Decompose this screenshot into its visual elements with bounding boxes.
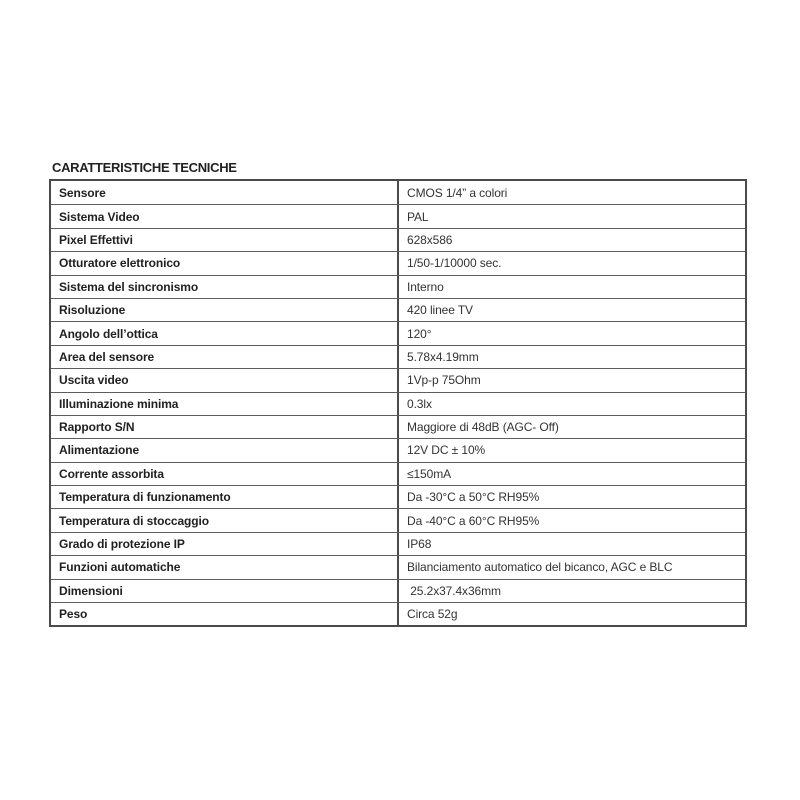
spec-value: PAL <box>407 209 429 224</box>
spec-label: Rapporto S/N <box>51 415 399 439</box>
spec-label: Temperatura di funzionamento <box>51 486 399 509</box>
table-row-dimensioni: Dimensioni 25.2x37.4x36mm <box>51 578 745 603</box>
table-row-otturatore-elettronico: Otturatore elettronico 1/50-1/10000 sec. <box>51 251 745 275</box>
table-row-risoluzione: Risoluzione 420 linee TV <box>51 297 745 322</box>
spec-label: Dimensioni <box>51 579 399 603</box>
table-row-peso: Peso Circa 52g <box>51 602 745 626</box>
table-row-temperatura-stoccaggio: Temperatura di stoccaggio Da -40°C a 60°… <box>51 508 745 532</box>
spec-label: Illuminazione minima <box>51 392 399 415</box>
spec-label: Angolo dell’ottica <box>51 322 399 345</box>
spec-value: 1Vp-p 75Ohm <box>407 373 481 388</box>
spec-value: 420 linee TV <box>407 303 473 318</box>
table-row-alimentazione: Alimentazione 12V DC ± 10% <box>51 438 745 462</box>
spec-label: Alimentazione <box>51 439 399 462</box>
spec-value: 12V DC ± 10% <box>407 443 486 458</box>
spec-label: Sistema Video <box>51 205 399 228</box>
table-row-temperatura-funzionamento: Temperatura di funzionamento Da -30°C a … <box>51 485 745 509</box>
spec-label: Area del sensore <box>51 345 399 369</box>
spec-label: Uscita video <box>51 369 399 392</box>
spec-value: Da -40°C a 60°C RH95% <box>407 513 540 528</box>
spec-label: Corrente assorbita <box>51 462 399 486</box>
table-row-area-del-sensore: Area del sensore 5.78x4.19mm <box>51 344 745 369</box>
spec-label: Otturatore elettronico <box>51 252 399 275</box>
table-row-grado-protezione-ip: Grado di protezione IP IP68 <box>51 531 745 556</box>
spec-value: Da -30°C a 50°C RH95% <box>407 490 540 505</box>
spec-label: Pixel Effettivi <box>51 228 399 252</box>
spec-value: ≤150mA <box>407 466 452 481</box>
table-row-corrente-assorbita: Corrente assorbita ≤150mA <box>51 461 745 486</box>
table-row-funzioni-automatiche: Funzioni automatiche Bilanciamento autom… <box>51 555 745 579</box>
table-row-sistema-del-sincronismo: Sistema del sincronismo Interno <box>51 274 745 298</box>
table-row-sensore: Sensore CMOS 1/4” a colori <box>51 181 745 205</box>
spec-label: Sensore <box>51 181 399 205</box>
spec-label: Temperatura di stoccaggio <box>51 509 399 532</box>
spec-value: 5.78x4.19mm <box>407 349 479 364</box>
spec-value: 120° <box>407 326 432 341</box>
table-row-sistema-video: Sistema Video PAL <box>51 204 745 228</box>
spec-label: Peso <box>51 603 399 626</box>
spec-value: CMOS 1/4” a colori <box>407 185 508 200</box>
spec-label: Grado di protezione IP <box>51 532 399 556</box>
spec-value: 0.3lx <box>407 396 432 411</box>
spec-label: Risoluzione <box>51 298 399 322</box>
table-row-uscita-video: Uscita video 1Vp-p 75Ohm <box>51 368 745 392</box>
technical-specs-table: Sensore CMOS 1/4” a colori Sistema Video… <box>49 179 747 628</box>
spec-value: 25.2x37.4x36mm <box>407 583 501 598</box>
spec-value: Bilanciamento automatico del bicanco, AG… <box>407 560 673 575</box>
page-title: CARATTERISTICHE TECNICHE <box>52 160 237 175</box>
table-row-illuminazione-minima: Illuminazione minima 0.3lx <box>51 391 745 415</box>
spec-value: Interno <box>407 279 444 294</box>
table-row-angolo-ottica: Angolo dell’ottica 120° <box>51 321 745 345</box>
spec-label: Sistema del sincronismo <box>51 275 399 298</box>
spec-label: Funzioni automatiche <box>51 556 399 579</box>
table-row-rapporto-sn: Rapporto S/N Maggiore di 48dB (AGC- Off) <box>51 414 745 439</box>
spec-value: Maggiore di 48dB (AGC- Off) <box>407 420 559 435</box>
spec-value: Circa 52g <box>407 607 458 622</box>
table-row-pixel-effettivi: Pixel Effettivi 628x586 <box>51 227 745 252</box>
spec-value: 1/50-1/10000 sec. <box>407 256 502 271</box>
spec-value: IP68 <box>407 537 432 552</box>
spec-value: 628x586 <box>407 232 453 247</box>
